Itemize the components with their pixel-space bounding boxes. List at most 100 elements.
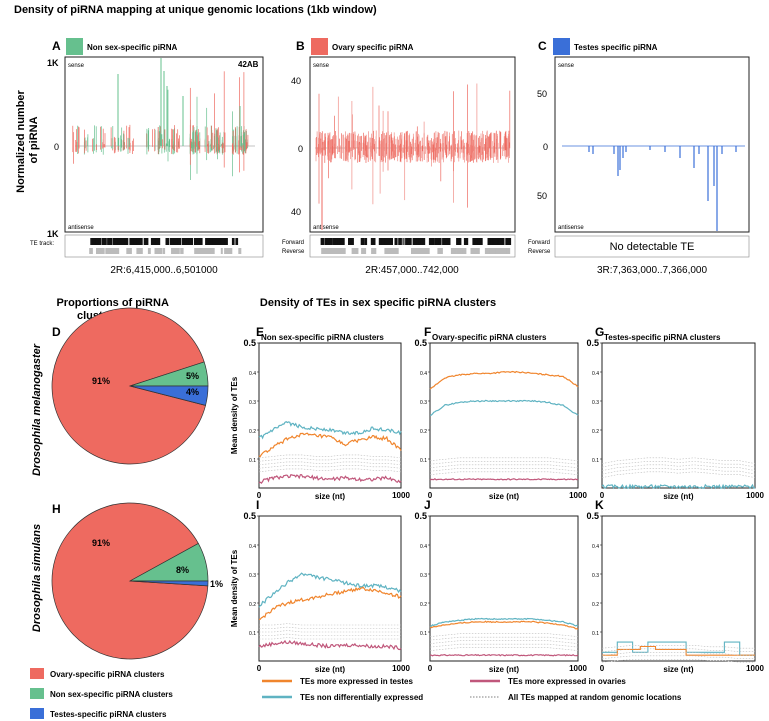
te-forward-block bbox=[193, 238, 200, 245]
panel-b-color-key bbox=[311, 38, 328, 55]
series-line bbox=[258, 421, 402, 440]
panel-c-ybot: 50 bbox=[537, 191, 547, 201]
x-tick-label: 1000 bbox=[392, 491, 410, 500]
y-tick-label: 0.3 bbox=[420, 573, 427, 579]
te-forward-block bbox=[324, 238, 329, 245]
te-forward-block bbox=[150, 238, 156, 245]
panel-c-antisense: antisense bbox=[558, 225, 584, 231]
te-forward-block bbox=[211, 238, 217, 245]
te-reverse-block bbox=[89, 248, 93, 254]
te-forward-block bbox=[407, 238, 411, 245]
te-forward-block bbox=[413, 238, 419, 245]
series-line bbox=[429, 620, 579, 630]
line-chart-i: 0.1 0.2 0.3 0.4 0.5 0 1000 size (nt) Mean densit… bbox=[230, 511, 410, 674]
y-tick-label: 0.4 bbox=[420, 371, 427, 377]
te-forward-block bbox=[177, 238, 182, 245]
panel-b-ymid: 0 bbox=[298, 144, 303, 154]
panel-i-letter: I bbox=[256, 498, 259, 512]
series-line-random bbox=[429, 643, 579, 648]
te-reverse-block bbox=[506, 248, 511, 254]
plot-frame bbox=[429, 342, 579, 489]
y-tick-label: 0.1 bbox=[420, 458, 427, 464]
te-forward-block bbox=[335, 238, 338, 245]
te-forward-block bbox=[122, 238, 125, 245]
series-line-random bbox=[601, 644, 755, 649]
series-line-random bbox=[429, 636, 579, 641]
y-tick-label: 0.3 bbox=[420, 400, 427, 406]
te-forward-block bbox=[502, 238, 505, 245]
panel-b-te-frame bbox=[309, 234, 516, 258]
series-line bbox=[258, 432, 402, 458]
pie-slice-testes bbox=[129, 385, 209, 406]
chart-title: Ovary-specific piRNA clusters bbox=[432, 333, 547, 342]
panel-a-te-frame bbox=[64, 234, 264, 258]
te-reverse-block bbox=[321, 248, 329, 254]
te-forward-block bbox=[448, 238, 451, 245]
pie-label: 91% bbox=[92, 376, 110, 386]
plot-frame bbox=[601, 515, 756, 662]
panel-a-sense: sense bbox=[68, 63, 85, 69]
te-forward-block bbox=[418, 238, 424, 245]
series-line-random bbox=[429, 464, 579, 468]
legend-label: Ovary-specific piRNA clusters bbox=[50, 670, 165, 679]
te-forward-block bbox=[155, 238, 160, 245]
panel-a-color-key bbox=[66, 38, 83, 55]
panel-c-ytop: 50 bbox=[537, 89, 547, 99]
te-reverse-block bbox=[332, 248, 339, 254]
te-forward-block bbox=[477, 238, 482, 245]
y-axis-label: Mean density of TEs bbox=[230, 376, 239, 454]
te-forward-block bbox=[143, 238, 149, 245]
y-tick-label: 0.4 bbox=[249, 544, 256, 550]
te-forward-block bbox=[493, 238, 496, 245]
te-forward-block bbox=[497, 238, 501, 245]
y-tick-label: 0.5 bbox=[414, 338, 427, 348]
te-reverse-block bbox=[137, 248, 142, 254]
series-line bbox=[429, 370, 579, 390]
te-forward-block bbox=[496, 238, 498, 245]
te-reverse-block bbox=[126, 248, 131, 254]
series-line-random bbox=[429, 633, 579, 637]
pie-label: 5% bbox=[186, 371, 199, 381]
legend-swatch bbox=[30, 688, 44, 699]
series-line-random bbox=[601, 655, 755, 660]
te-forward-block bbox=[112, 238, 118, 245]
chart-title: Testes-specific piRNA clusters bbox=[604, 333, 721, 342]
pie-slice-testes bbox=[129, 580, 209, 587]
te-reverse-block bbox=[419, 248, 424, 254]
y-tick-label: 0.2 bbox=[592, 429, 599, 435]
panel-b-coords: 2R:457,000..742,000 bbox=[365, 265, 459, 276]
series-line-random bbox=[258, 468, 402, 473]
y-tick-label: 0.3 bbox=[592, 573, 599, 579]
te-reverse-block bbox=[489, 248, 498, 254]
legend-label: TEs non differentially expressed bbox=[300, 693, 423, 702]
plot-frame bbox=[258, 342, 402, 489]
x-tick-label: 1000 bbox=[746, 664, 764, 673]
te-forward-block bbox=[206, 238, 208, 245]
y-tick-label: 0.2 bbox=[592, 602, 599, 608]
series-line bbox=[258, 586, 402, 620]
series-line-random bbox=[601, 460, 756, 468]
te-forward-block bbox=[394, 238, 398, 245]
te-reverse-block bbox=[470, 248, 478, 254]
te-reverse-block bbox=[384, 248, 391, 254]
te-forward-block bbox=[463, 238, 469, 245]
panel-a-coords: 2R:6,415,000..6,501000 bbox=[110, 265, 218, 276]
panel-a-title: Non sex-specific piRNA bbox=[87, 43, 177, 52]
y-tick-label: 0.5 bbox=[414, 511, 427, 521]
panel-a-ybot: 1K bbox=[47, 229, 59, 239]
x-tick-label: 1000 bbox=[746, 491, 764, 500]
series-line-random bbox=[601, 471, 756, 478]
series-line-random bbox=[259, 626, 401, 629]
te-forward-block bbox=[199, 238, 203, 245]
y-axis-label: Mean density of TEs bbox=[230, 549, 239, 627]
legend-swatch bbox=[30, 668, 44, 679]
te-reverse-block bbox=[180, 248, 184, 254]
panel-a-antisense: antisense bbox=[68, 225, 94, 231]
series-line-random bbox=[258, 454, 402, 459]
panel-b: B Ovary specific piRNA 40 0 40 sense ant… bbox=[282, 38, 516, 276]
x-axis-label: size (nt) bbox=[315, 665, 346, 674]
panel-b-plot-frame bbox=[309, 56, 516, 233]
figure-title: Density of piRNA mapping at unique genom… bbox=[14, 4, 377, 16]
pie-label: 91% bbox=[92, 538, 110, 548]
